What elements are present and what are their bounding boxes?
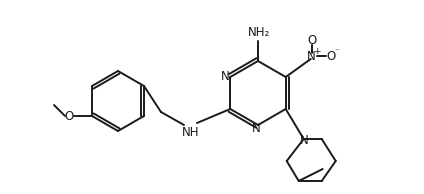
Text: N: N <box>307 49 316 62</box>
Text: N: N <box>300 134 309 147</box>
Text: N: N <box>221 70 230 83</box>
Text: NH: NH <box>182 126 200 139</box>
Text: NH₂: NH₂ <box>248 27 270 40</box>
Text: O: O <box>307 34 316 47</box>
Text: O: O <box>326 49 335 62</box>
Text: ⁻: ⁻ <box>335 48 339 56</box>
Text: +: + <box>313 48 321 56</box>
Text: O: O <box>64 109 74 122</box>
Text: N: N <box>251 122 260 135</box>
